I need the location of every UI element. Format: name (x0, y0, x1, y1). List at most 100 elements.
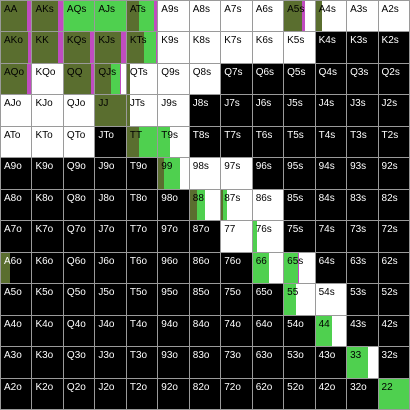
hand-cell[interactable]: 62o (252, 378, 284, 409)
hand-cell[interactable]: QJs (95, 63, 126, 95)
hand-cell[interactable]: A7o (1, 221, 32, 252)
hand-cell[interactable]: 96s (252, 158, 284, 189)
hand-cell[interactable]: T7s (221, 126, 252, 158)
hand-cell[interactable]: A9s (158, 1, 189, 32)
hand-cell[interactable]: 74o (221, 315, 252, 347)
hand-cell[interactable]: T9s (158, 126, 189, 158)
hand-cell[interactable]: A5o (1, 284, 32, 315)
hand-cell[interactable]: 64s (315, 252, 347, 284)
hand-cell[interactable]: A5s (284, 1, 315, 32)
hand-cell[interactable]: 92s (378, 158, 409, 189)
hand-cell[interactable]: 76s (252, 221, 284, 252)
hand-cell[interactable]: A8s (189, 1, 221, 32)
hand-cell[interactable]: 62s (378, 252, 409, 284)
hand-cell[interactable]: K8o (32, 189, 63, 221)
hand-cell[interactable]: T8o (126, 189, 158, 221)
hand-cell[interactable]: Q6o (63, 252, 95, 284)
hand-cell[interactable]: 99 (158, 158, 189, 189)
hand-cell[interactable]: 86o (189, 252, 221, 284)
hand-cell[interactable]: J4o (95, 315, 126, 347)
hand-cell[interactable]: J2s (378, 95, 409, 126)
hand-cell[interactable]: KK (32, 32, 63, 63)
hand-cell[interactable]: A4s (315, 1, 347, 32)
hand-cell[interactable]: 83s (347, 189, 378, 221)
hand-cell[interactable]: Q6s (252, 63, 284, 95)
hand-cell[interactable]: QTo (63, 126, 95, 158)
hand-cell[interactable]: Q2o (63, 378, 95, 409)
hand-cell[interactable]: A2o (1, 378, 32, 409)
hand-cell[interactable]: 66 (252, 252, 284, 284)
hand-cell[interactable]: 82o (189, 378, 221, 409)
hand-cell[interactable]: 44 (315, 315, 347, 347)
hand-cell[interactable]: K4s (315, 32, 347, 63)
hand-cell[interactable]: T9o (126, 158, 158, 189)
hand-cell[interactable]: TT (126, 126, 158, 158)
hand-cell[interactable]: 43o (315, 347, 347, 378)
hand-cell[interactable]: K4o (32, 315, 63, 347)
hand-cell[interactable]: 52s (378, 284, 409, 315)
hand-cell[interactable]: K2s (378, 32, 409, 63)
hand-cell[interactable]: 95o (158, 284, 189, 315)
hand-cell[interactable]: ATs (126, 1, 158, 32)
hand-cell[interactable]: 73o (221, 347, 252, 378)
hand-cell[interactable]: J8s (189, 95, 221, 126)
hand-cell[interactable]: AKo (1, 32, 32, 63)
hand-cell[interactable]: 94s (315, 158, 347, 189)
hand-cell[interactable]: A2s (378, 1, 409, 32)
hand-cell[interactable]: 86s (252, 189, 284, 221)
hand-cell[interactable]: Q8o (63, 189, 95, 221)
hand-cell[interactable]: K3o (32, 347, 63, 378)
hand-cell[interactable]: 84s (315, 189, 347, 221)
hand-cell[interactable]: Q5o (63, 284, 95, 315)
hand-cell[interactable]: K7o (32, 221, 63, 252)
hand-cell[interactable]: A8o (1, 189, 32, 221)
hand-cell[interactable]: T2o (126, 378, 158, 409)
hand-cell[interactable]: K9s (158, 32, 189, 63)
hand-cell[interactable]: T4o (126, 315, 158, 347)
hand-cell[interactable]: 64o (252, 315, 284, 347)
hand-cell[interactable]: J2o (95, 378, 126, 409)
hand-cell[interactable]: 95s (284, 158, 315, 189)
hand-cell[interactable]: K5o (32, 284, 63, 315)
hand-cell[interactable]: 65o (252, 284, 284, 315)
hand-cell[interactable]: 93s (347, 158, 378, 189)
hand-cell[interactable]: 94o (158, 315, 189, 347)
hand-cell[interactable]: 32s (378, 347, 409, 378)
hand-cell[interactable]: 76o (221, 252, 252, 284)
hand-cell[interactable]: QJo (63, 95, 95, 126)
hand-cell[interactable]: Q5s (284, 63, 315, 95)
hand-cell[interactable]: 98o (158, 189, 189, 221)
hand-cell[interactable]: 84o (189, 315, 221, 347)
hand-cell[interactable]: 96o (158, 252, 189, 284)
hand-cell[interactable]: 53s (347, 284, 378, 315)
hand-cell[interactable]: 65s (284, 252, 315, 284)
hand-cell[interactable]: 54s (315, 284, 347, 315)
hand-cell[interactable]: 97o (158, 221, 189, 252)
hand-cell[interactable]: 55 (284, 284, 315, 315)
hand-cell[interactable]: T5o (126, 284, 158, 315)
hand-cell[interactable]: J6s (252, 95, 284, 126)
hand-cell[interactable]: AKs (32, 1, 63, 32)
hand-cell[interactable]: KJs (95, 32, 126, 63)
hand-cell[interactable]: K3s (347, 32, 378, 63)
hand-cell[interactable]: A9o (1, 158, 32, 189)
hand-cell[interactable]: J7o (95, 221, 126, 252)
hand-cell[interactable]: J9o (95, 158, 126, 189)
hand-cell[interactable]: 87s (221, 189, 252, 221)
hand-cell[interactable]: A4o (1, 315, 32, 347)
hand-cell[interactable]: J5s (284, 95, 315, 126)
hand-cell[interactable]: K5s (284, 32, 315, 63)
hand-cell[interactable]: T2s (378, 126, 409, 158)
hand-cell[interactable]: Q7o (63, 221, 95, 252)
hand-cell[interactable]: JJ (95, 95, 126, 126)
hand-cell[interactable]: AJs (95, 1, 126, 32)
hand-cell[interactable]: T7o (126, 221, 158, 252)
hand-cell[interactable]: 33 (347, 347, 378, 378)
hand-cell[interactable]: J5o (95, 284, 126, 315)
hand-cell[interactable]: 73s (347, 221, 378, 252)
hand-cell[interactable]: KJo (32, 95, 63, 126)
hand-cell[interactable]: J3o (95, 347, 126, 378)
hand-cell[interactable]: A6s (252, 1, 284, 32)
hand-cell[interactable]: Q2s (378, 63, 409, 95)
hand-cell[interactable]: Q9o (63, 158, 95, 189)
